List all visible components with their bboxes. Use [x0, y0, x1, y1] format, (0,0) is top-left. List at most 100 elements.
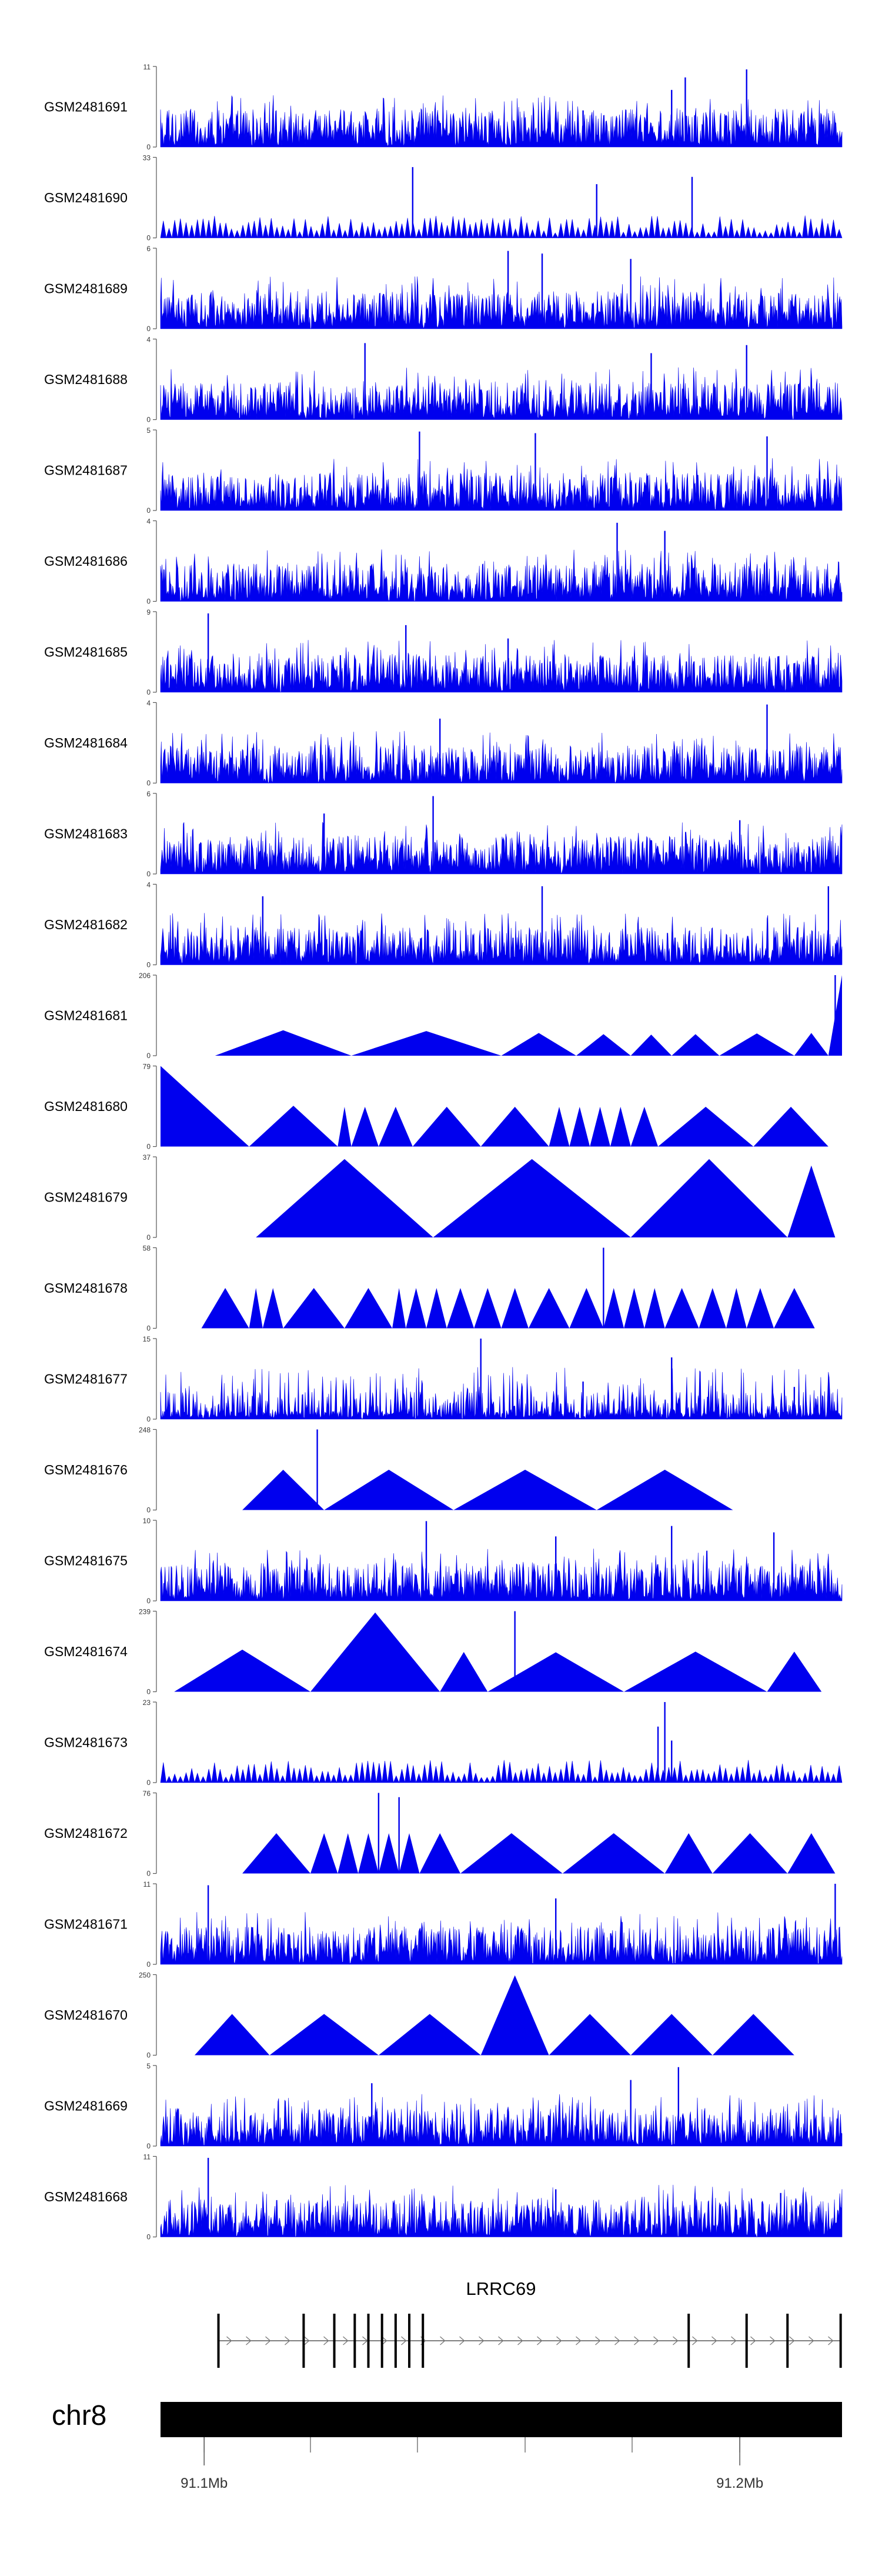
coverage-triangle	[699, 1288, 726, 1329]
axis-tick-label: 91.2Mb	[716, 2475, 763, 2491]
y-min-label: 0	[146, 325, 151, 333]
track-label: GSM2481687	[44, 463, 128, 478]
strand-arrow	[634, 2336, 640, 2345]
strand-arrow	[498, 2336, 504, 2345]
y-max-label: 15	[143, 1335, 151, 1343]
coverage-signal	[160, 1367, 843, 1420]
coverage-triangle	[392, 1288, 406, 1329]
coverage-triangle	[576, 1034, 631, 1056]
coverage-signal	[160, 95, 843, 148]
coverage-triangle	[338, 1106, 352, 1147]
track-GSM2481683: GSM2481683 6 0	[44, 790, 843, 878]
coverage-triangle	[351, 1031, 502, 1056]
gene-exon	[302, 2314, 305, 2368]
coverage-triangle	[378, 2014, 481, 2056]
coverage-triangle	[351, 1106, 379, 1147]
track-label: GSM2481685	[44, 645, 128, 660]
coverage-triangle	[774, 1288, 815, 1329]
coverage-signal	[160, 215, 843, 239]
gene-exon	[333, 2314, 336, 2368]
y-min-label: 0	[146, 1960, 151, 1968]
strand-arrow	[750, 2336, 756, 2345]
coverage-signal	[160, 2094, 843, 2147]
gene-exon	[745, 2314, 748, 2368]
coverage-triangle	[453, 1470, 597, 1510]
coverage-triangle	[610, 1106, 631, 1147]
coverage-triangle	[644, 1288, 665, 1329]
strand-arrow	[304, 2336, 310, 2345]
coverage-triangle	[480, 1106, 549, 1147]
coverage-triangle	[787, 1833, 836, 1874]
track-label: GSM2481671	[44, 1917, 128, 1932]
gene-track: LRRC69	[217, 2278, 842, 2368]
coverage-triangle	[528, 1288, 570, 1329]
strand-arrow	[401, 2336, 407, 2345]
coverage-signal	[160, 1760, 843, 1784]
y-max-label: 250	[139, 1971, 151, 1980]
coverage-signal	[160, 913, 843, 965]
chromosome-label: chr8	[52, 2400, 106, 2431]
y-min-label: 0	[146, 2051, 151, 2060]
coverage-triangle	[412, 1106, 481, 1147]
track-GSM2481679: GSM2481679 37 0	[44, 1153, 836, 1242]
coverage-triangle	[569, 1106, 590, 1147]
track-GSM2481684: GSM2481684 4 0	[44, 699, 843, 788]
y-max-label: 4	[146, 699, 151, 708]
coverage-triangle	[262, 1288, 283, 1329]
track-label: GSM2481675	[44, 1553, 128, 1569]
coverage-triangle	[310, 1833, 338, 1874]
coverage-triangle	[630, 1106, 659, 1147]
track-GSM2481673: GSM2481673 23 0	[44, 1699, 843, 1787]
coverage-signal	[160, 549, 843, 602]
y-max-label: 10	[143, 1517, 151, 1525]
coverage-triangle	[269, 2014, 379, 2056]
coverage-triangle	[603, 1288, 624, 1329]
gene-exon	[353, 2314, 356, 2368]
coverage-triangle	[487, 1652, 624, 1692]
strand-arrow	[614, 2336, 620, 2345]
track-label: GSM2481688	[44, 372, 128, 387]
y-min-label: 0	[146, 416, 151, 424]
gene-exon	[394, 2314, 397, 2368]
coverage-triangle	[440, 1651, 488, 1692]
track-label: GSM2481686	[44, 553, 128, 569]
y-max-label: 33	[143, 154, 151, 162]
y-min-label: 0	[146, 506, 151, 515]
coverage-triangle	[746, 1288, 774, 1329]
coverage-triangle	[426, 1288, 447, 1329]
chromosome-bar	[161, 2402, 842, 2437]
track-label: GSM2481684	[44, 735, 128, 750]
coverage-triangle	[794, 1033, 828, 1056]
coverage-triangle	[446, 1288, 475, 1329]
coverage-signal	[160, 730, 843, 783]
coverage-triangle	[480, 1975, 549, 2056]
coverage-triangle	[624, 1288, 644, 1329]
y-min-label: 0	[146, 1688, 151, 1696]
y-min-label: 0	[146, 779, 151, 788]
strand-arrow	[440, 2336, 446, 2345]
track-label: GSM2481681	[44, 1008, 128, 1023]
strand-arrow	[731, 2336, 737, 2345]
y-max-label: 4	[146, 881, 151, 889]
y-max-label: 58	[143, 1244, 151, 1253]
y-max-label: 206	[139, 972, 151, 980]
track-label: GSM2481673	[44, 1735, 128, 1750]
y-min-label: 0	[146, 870, 151, 878]
coverage-triangle	[215, 1030, 352, 1056]
track-GSM2481669: GSM2481669 5 0	[44, 2062, 843, 2150]
gene-exon	[217, 2314, 220, 2368]
track-GSM2481688: GSM2481688 4 0	[44, 336, 843, 424]
strand-arrow	[382, 2336, 387, 2345]
coverage-triangle	[249, 1106, 338, 1147]
chromosome-ideogram: chr8 91.1Mb 91.2Mb	[52, 2400, 842, 2491]
coverage-triangle	[549, 1106, 570, 1147]
coverage-triangle	[596, 1470, 733, 1510]
coverage-triangle	[242, 1833, 310, 1874]
strand-arrow	[770, 2336, 776, 2345]
y-min-label: 0	[146, 1052, 151, 1060]
coverage-triangle	[378, 1833, 399, 1874]
coverage-triangle	[324, 1470, 454, 1510]
gene-exon	[422, 2314, 425, 2368]
y-max-label: 9	[146, 608, 151, 616]
coverage-triangle	[549, 2014, 631, 2056]
